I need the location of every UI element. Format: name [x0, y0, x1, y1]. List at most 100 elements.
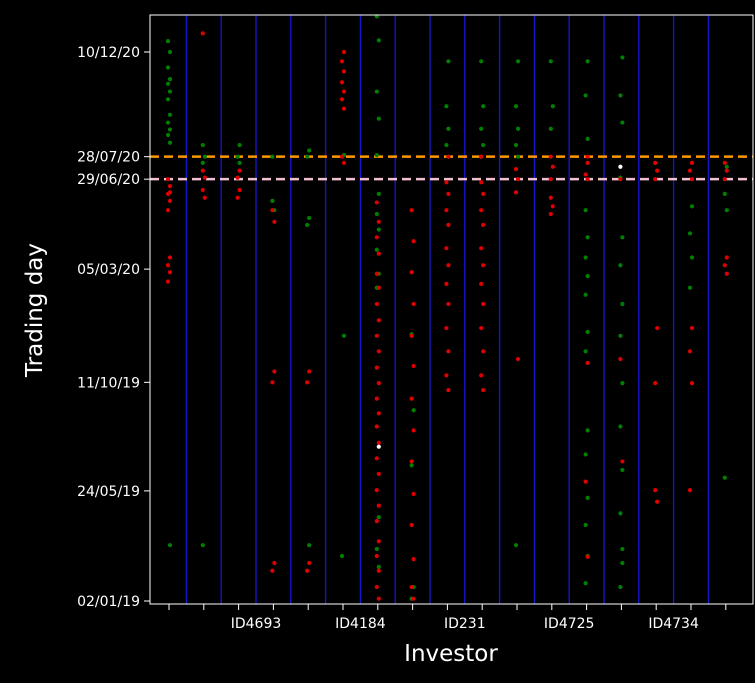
- red-point: [374, 271, 379, 276]
- red-point: [376, 251, 381, 256]
- red-point: [200, 31, 205, 36]
- red-point: [376, 471, 381, 476]
- green-point: [722, 475, 727, 480]
- red-point: [165, 177, 171, 182]
- green-point: [479, 59, 484, 64]
- green-point: [513, 104, 519, 109]
- green-point: [620, 381, 625, 386]
- y-tick-label: 11/10/19: [77, 375, 140, 391]
- green-point: [515, 59, 521, 64]
- green-point: [687, 285, 693, 290]
- green-point: [585, 136, 590, 141]
- red-point: [444, 208, 449, 213]
- red-point: [585, 160, 590, 165]
- green-point: [583, 581, 588, 586]
- red-point: [653, 160, 658, 165]
- red-point: [724, 168, 729, 173]
- green-point: [618, 333, 623, 338]
- green-point: [376, 564, 381, 569]
- white-point: [618, 164, 623, 169]
- red-point: [235, 195, 240, 200]
- green-point: [620, 55, 625, 60]
- red-point: [374, 519, 379, 524]
- green-point: [202, 154, 207, 159]
- red-point: [724, 255, 729, 260]
- red-point: [270, 568, 275, 573]
- red-point: [376, 440, 381, 445]
- red-point: [376, 411, 381, 416]
- red-point: [722, 263, 727, 268]
- red-point: [479, 246, 484, 251]
- red-point: [341, 160, 347, 165]
- green-point: [339, 553, 345, 559]
- red-point: [550, 204, 555, 209]
- green-point: [305, 154, 310, 159]
- red-point: [515, 177, 521, 182]
- red-point: [411, 239, 416, 244]
- red-point: [481, 349, 486, 354]
- green-point: [167, 127, 173, 132]
- green-point: [722, 191, 727, 197]
- green-point: [167, 77, 173, 82]
- red-point: [515, 356, 521, 362]
- green-point: [583, 292, 588, 297]
- red-point: [655, 499, 660, 504]
- green-point: [583, 208, 588, 213]
- green-point: [481, 142, 486, 148]
- red-point: [374, 396, 379, 401]
- red-point: [446, 263, 451, 268]
- green-point: [376, 116, 381, 121]
- red-point: [618, 177, 623, 182]
- green-point: [167, 89, 173, 94]
- red-point: [374, 333, 379, 338]
- x-tick-label: ID231: [444, 616, 486, 632]
- red-point: [165, 279, 171, 284]
- green-point: [165, 97, 171, 102]
- red-point: [583, 479, 588, 484]
- red-point: [374, 488, 379, 493]
- y-tick-label: 02/01/19: [77, 594, 140, 610]
- red-point: [341, 69, 347, 74]
- red-point: [585, 177, 590, 182]
- red-point: [444, 373, 449, 378]
- x-tick-label: ID4734: [648, 616, 699, 632]
- red-point: [165, 263, 171, 268]
- x-axis-label: Investor: [404, 641, 498, 667]
- red-point: [689, 177, 695, 182]
- green-point: [618, 511, 623, 516]
- x-tick-label: ID4693: [231, 616, 282, 632]
- green-point: [167, 140, 173, 145]
- green-point: [200, 160, 205, 165]
- red-point: [376, 503, 381, 508]
- red-point: [479, 373, 484, 378]
- red-point: [446, 301, 451, 307]
- green-point: [618, 93, 623, 98]
- green-point: [481, 104, 486, 109]
- red-point: [272, 369, 277, 374]
- green-point: [307, 148, 312, 153]
- red-point: [200, 187, 205, 193]
- red-point: [655, 325, 660, 331]
- red-point: [446, 222, 451, 228]
- red-point: [339, 97, 345, 102]
- red-point: [409, 208, 414, 213]
- red-point: [411, 491, 416, 497]
- red-point: [689, 325, 695, 331]
- red-point: [481, 263, 486, 268]
- green-point: [620, 546, 625, 552]
- green-point: [374, 546, 379, 552]
- red-point: [513, 190, 519, 195]
- red-point: [655, 168, 660, 173]
- green-point: [411, 408, 416, 413]
- red-point: [479, 154, 484, 159]
- red-point: [446, 387, 451, 393]
- red-point: [165, 208, 171, 213]
- y-tick-label: 10/12/20: [77, 45, 140, 61]
- red-point: [270, 208, 275, 213]
- red-point: [376, 219, 381, 224]
- green-point: [724, 164, 729, 169]
- green-point: [374, 89, 379, 94]
- green-point: [515, 126, 521, 131]
- red-point: [687, 349, 693, 354]
- green-point: [237, 160, 242, 165]
